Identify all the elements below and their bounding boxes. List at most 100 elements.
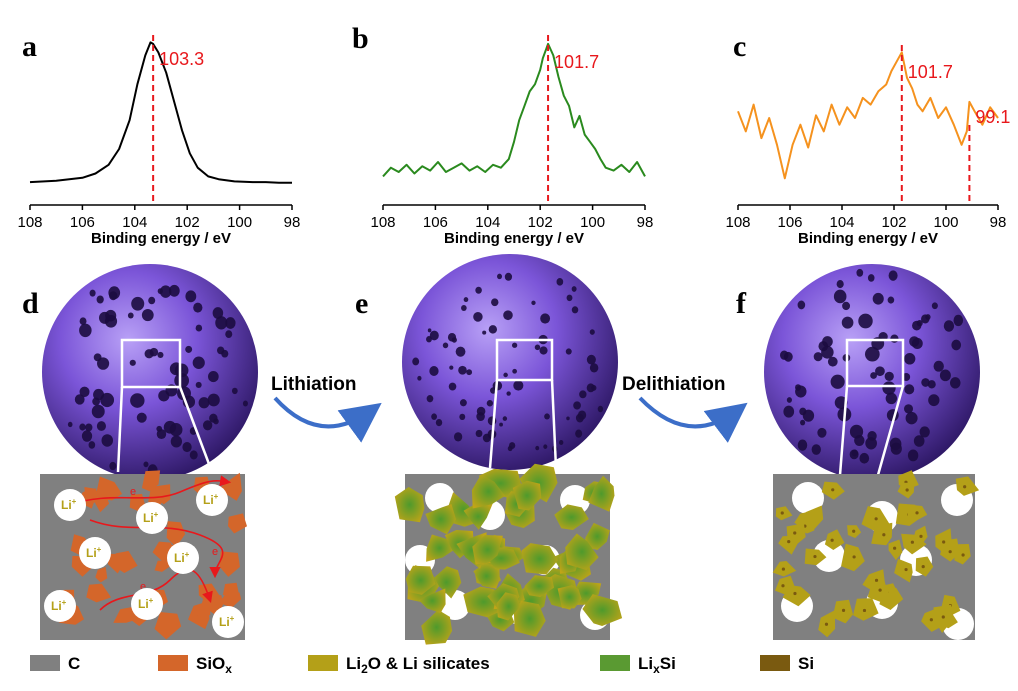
legend-c-label: C bbox=[68, 654, 80, 673]
siox-particle bbox=[219, 551, 240, 577]
si-nanoparticle bbox=[948, 550, 952, 554]
x-tick-label: 106 bbox=[777, 214, 802, 231]
siox-particle bbox=[219, 590, 242, 608]
pore bbox=[159, 285, 172, 298]
pore bbox=[168, 284, 180, 297]
zoom-line bbox=[838, 385, 849, 476]
pore bbox=[109, 461, 117, 471]
pore bbox=[575, 429, 583, 438]
x-tick-label: 108 bbox=[17, 214, 42, 231]
pore bbox=[508, 442, 516, 450]
pore bbox=[91, 404, 105, 419]
zoom-box-f bbox=[845, 338, 905, 388]
x-tick-label: 100 bbox=[933, 214, 958, 231]
pore bbox=[539, 346, 548, 355]
pore bbox=[461, 305, 467, 311]
pore bbox=[842, 301, 851, 311]
pore bbox=[951, 339, 962, 351]
si-nanoparticle bbox=[780, 511, 784, 515]
pore bbox=[109, 291, 118, 301]
legend: C SiOx Li2O & Li silicates LixSi Si bbox=[30, 654, 814, 676]
electron-label: e bbox=[140, 581, 146, 593]
pore bbox=[449, 365, 454, 370]
pore bbox=[143, 461, 149, 468]
pore bbox=[131, 296, 145, 311]
pore bbox=[927, 380, 936, 389]
pore bbox=[511, 342, 518, 348]
delithiation-label: Delithiation bbox=[622, 374, 725, 395]
pore bbox=[170, 435, 183, 448]
pore bbox=[504, 272, 513, 281]
lixsi-particle bbox=[426, 534, 453, 562]
lixsi-particle bbox=[554, 504, 589, 530]
pore bbox=[864, 346, 880, 362]
lixsi-particle bbox=[521, 543, 558, 575]
pore bbox=[497, 273, 503, 280]
pore bbox=[535, 445, 540, 451]
si-nanoparticle bbox=[893, 546, 897, 550]
pore bbox=[79, 537, 111, 569]
pore bbox=[885, 392, 898, 405]
pore bbox=[872, 292, 884, 305]
si-nanoparticle bbox=[862, 608, 867, 613]
pore bbox=[813, 540, 845, 572]
pore bbox=[67, 421, 73, 428]
spectrum-line bbox=[29, 41, 292, 184]
siox-particle bbox=[154, 612, 182, 640]
pore bbox=[81, 430, 93, 442]
x-axis-label: Binding energy / eV bbox=[444, 230, 584, 247]
legend-siox-swatch bbox=[158, 655, 188, 671]
si-nanoparticle bbox=[942, 540, 946, 544]
si-nanoparticle bbox=[793, 531, 797, 535]
schematic-f bbox=[772, 470, 980, 640]
pore bbox=[813, 352, 823, 362]
pore bbox=[429, 330, 439, 341]
pore bbox=[591, 384, 597, 391]
legend-lixsi-swatch bbox=[600, 655, 630, 671]
porous-sphere-e bbox=[402, 254, 618, 470]
pore bbox=[556, 278, 564, 286]
pore bbox=[202, 420, 213, 431]
pore bbox=[79, 317, 87, 325]
pore bbox=[96, 421, 106, 431]
pore bbox=[811, 444, 821, 455]
lixsi-particle bbox=[405, 565, 436, 595]
pore bbox=[208, 371, 219, 383]
pore bbox=[890, 334, 899, 343]
pore bbox=[499, 422, 503, 427]
si-nanoparticle bbox=[963, 485, 967, 489]
lixsi-particle bbox=[588, 475, 615, 512]
si-nanoparticle bbox=[874, 578, 879, 582]
x-tick-label: 98 bbox=[990, 214, 1007, 231]
pore bbox=[540, 313, 551, 324]
pore bbox=[435, 418, 443, 427]
si-nanoparticle bbox=[910, 540, 914, 544]
pore bbox=[221, 349, 229, 358]
pore bbox=[797, 439, 808, 451]
pore bbox=[88, 441, 96, 449]
silicate-particle bbox=[824, 529, 845, 550]
xps-chart-b: 108 106 104 102 100 98 Binding energy / eV 101.… bbox=[370, 35, 653, 247]
pore bbox=[213, 418, 219, 425]
x-tick-label: 102 bbox=[881, 214, 906, 231]
lixsi-particle bbox=[394, 487, 425, 523]
pore bbox=[144, 349, 154, 359]
lixsi-particle bbox=[421, 609, 453, 645]
legend-si-label: Si bbox=[798, 654, 814, 673]
pore bbox=[849, 424, 864, 439]
pore bbox=[97, 357, 110, 370]
pore bbox=[573, 401, 581, 410]
pore bbox=[841, 316, 854, 329]
pore bbox=[193, 302, 203, 313]
zoom-line bbox=[876, 385, 905, 476]
pore bbox=[79, 423, 86, 431]
pore bbox=[865, 437, 877, 450]
siox-particle bbox=[154, 560, 172, 572]
pore bbox=[858, 313, 873, 329]
panel-label-c: c bbox=[733, 30, 746, 63]
li-ion-label: Li+ bbox=[203, 492, 219, 507]
panel-label-d: d bbox=[22, 287, 39, 320]
pore bbox=[459, 413, 466, 421]
zoom-box-e bbox=[495, 338, 554, 382]
